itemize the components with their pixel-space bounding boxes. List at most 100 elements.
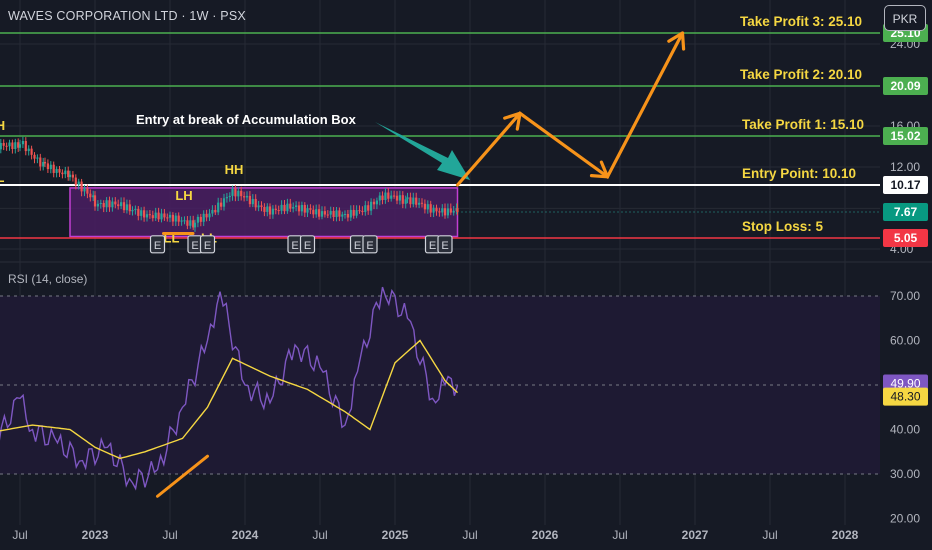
- candle-body: [36, 157, 39, 159]
- event-marker[interactable]: [149, 235, 166, 254]
- candle-body: [145, 214, 149, 218]
- candle-body: [401, 195, 404, 204]
- candle-body: [196, 216, 199, 223]
- event-marker-label: E: [304, 240, 311, 252]
- candle-body: [160, 213, 163, 220]
- candle-body: [245, 195, 249, 198]
- candle-body: [67, 170, 70, 178]
- candle-body: [108, 200, 111, 208]
- rsi-pane: [0, 286, 880, 498]
- candle-body: [303, 204, 306, 213]
- candle-body: [237, 190, 240, 197]
- candle-body: [220, 202, 223, 207]
- level-label-stop_loss: Stop Loss: 5: [742, 219, 823, 234]
- candle-body: [429, 204, 432, 213]
- event-marker[interactable]: [437, 235, 453, 254]
- candle-body: [412, 197, 415, 205]
- level-price-badge: [883, 77, 928, 95]
- candle-body: [346, 214, 349, 218]
- candle-body: [352, 209, 355, 216]
- candle-body: [243, 196, 246, 198]
- candle-body: [211, 209, 214, 214]
- projection-arrowhead: [589, 160, 610, 179]
- projection-layer: [375, 31, 686, 187]
- projection-arrowhead: [503, 111, 522, 131]
- event-marker[interactable]: [199, 235, 216, 254]
- candle-body: [355, 210, 358, 216]
- event-marker[interactable]: [299, 235, 316, 254]
- candle-body: [283, 204, 286, 212]
- candle-body: [406, 197, 409, 200]
- candle-body: [292, 206, 295, 209]
- candle-body: [192, 220, 195, 228]
- candle-body: [443, 208, 447, 216]
- candle-body: [263, 206, 266, 212]
- event-marker-label: E: [291, 240, 298, 252]
- candle-body: [393, 195, 396, 197]
- x-tick-label: 2028: [832, 528, 859, 542]
- event-marker[interactable]: [362, 235, 378, 254]
- candle-body: [349, 209, 352, 218]
- candle-body: [14, 142, 17, 149]
- level-price-badge-label: 10.17: [890, 178, 920, 192]
- projection-arrowhead: [667, 31, 686, 51]
- candle-body: [375, 200, 378, 205]
- candle-body: [128, 204, 131, 212]
- level-label-entry: Entry Point: 10.10: [742, 166, 856, 181]
- candle-body: [18, 144, 22, 148]
- candle-body: [423, 203, 426, 210]
- swing-label: LH: [175, 188, 192, 203]
- candle-body: [174, 215, 177, 222]
- candle-body: [332, 210, 335, 218]
- candle-body: [441, 208, 444, 213]
- x-tick-label: 2023: [82, 528, 109, 542]
- candle-body: [140, 210, 143, 216]
- rsi-tick-label: 70.00: [890, 289, 920, 303]
- entry-annotation: Entry at break of Accumulation Box: [136, 112, 357, 127]
- candle-body: [323, 211, 326, 215]
- candle-body: [361, 210, 364, 212]
- candle-body: [86, 188, 89, 194]
- candle-body: [251, 198, 254, 205]
- candle-body: [186, 220, 189, 226]
- candle-body: [199, 216, 202, 222]
- candle-body: [55, 168, 58, 173]
- rsi-band: [0, 296, 880, 474]
- rsi-tick-label: 30.00: [890, 467, 920, 481]
- candle-body: [163, 213, 166, 218]
- candle-body: [277, 210, 280, 212]
- candle-body: [297, 205, 301, 212]
- candle-body: [415, 197, 418, 205]
- level-label-take_profit: Take Profit 1: 15.10: [742, 117, 864, 132]
- candle-body: [193, 222, 197, 228]
- candle-body: [180, 220, 183, 222]
- currency-button[interactable]: PKR: [884, 5, 926, 31]
- candle-body: [17, 142, 20, 148]
- x-tick-label: Jul: [612, 528, 627, 542]
- chart-markers-layer: LHLLLHHHLLLLEEEEEEEEEEntry at break of A…: [0, 112, 453, 254]
- candle-body: [74, 177, 77, 185]
- candle-body: [96, 203, 99, 207]
- candle-body: [171, 214, 174, 222]
- candle-body: [456, 208, 459, 212]
- candle-body: [92, 195, 95, 198]
- rsi-tick-label: 60.00: [890, 334, 920, 348]
- candle-body: [30, 148, 33, 155]
- candle-body: [39, 157, 42, 167]
- candle-body: [234, 188, 237, 197]
- x-tick-label: 2026: [532, 528, 559, 542]
- candle-body: [42, 161, 45, 167]
- x-tick-label: 2025: [382, 528, 409, 542]
- candle-body: [404, 199, 407, 204]
- candle-body: [280, 204, 283, 211]
- candle-body: [452, 210, 455, 213]
- candle-body: [289, 203, 292, 209]
- candle-body: [372, 201, 376, 205]
- level-label-take_profit: Take Profit 2: 20.10: [740, 67, 862, 82]
- candle-body: [266, 206, 269, 212]
- candle-body: [105, 200, 108, 208]
- candle-body: [384, 192, 387, 200]
- candle-body: [312, 209, 315, 215]
- candle-body: [46, 163, 49, 170]
